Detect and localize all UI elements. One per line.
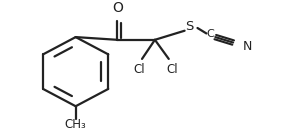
Text: Cl: Cl [133,63,145,76]
Text: C: C [206,29,214,39]
Text: S: S [185,20,194,33]
Text: O: O [112,1,123,15]
Text: N: N [243,40,252,53]
Text: CH₃: CH₃ [65,118,86,131]
Text: Cl: Cl [166,63,177,76]
